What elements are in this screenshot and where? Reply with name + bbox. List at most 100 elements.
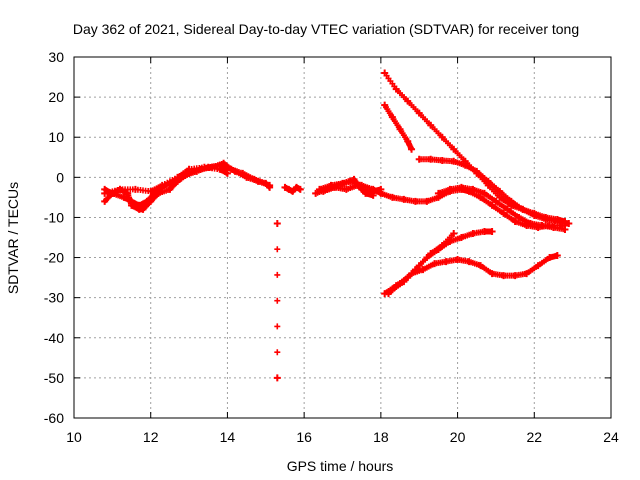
data-point (388, 286, 396, 294)
series-arc-main-3 (101, 163, 231, 197)
data-point (350, 175, 358, 183)
data-point (561, 225, 569, 233)
data-point (216, 165, 224, 173)
data-point (312, 189, 320, 197)
data-point (220, 159, 228, 167)
data-point (369, 191, 377, 199)
data-point (415, 155, 423, 163)
data-point (480, 189, 488, 197)
data-point (434, 246, 442, 254)
plot-frame (73, 56, 612, 419)
series-isolated (273, 219, 281, 382)
x-tick-label: 16 (296, 429, 312, 445)
data-point (500, 272, 508, 280)
y-tick-label: 30 (48, 49, 64, 65)
data-point (442, 258, 450, 266)
data-point (507, 197, 515, 205)
data-point (473, 167, 481, 175)
data-point (515, 213, 523, 221)
data-point (469, 185, 477, 193)
data-point (388, 113, 396, 121)
data-point (377, 185, 385, 193)
data-point (496, 187, 504, 195)
data-point (296, 185, 304, 193)
data-point (158, 181, 166, 189)
data-point (553, 217, 561, 225)
series-markers (274, 220, 281, 381)
data-point (484, 177, 492, 185)
data-point (523, 270, 531, 278)
y-axis-ticks: -60 -50 -40 -30 -20 -10 0 10 20 30 (44, 49, 611, 426)
data-point (480, 227, 488, 235)
data-point (427, 155, 435, 163)
data-point (488, 270, 496, 278)
data-point (289, 187, 297, 195)
data-point (362, 189, 370, 197)
data-point (511, 272, 519, 280)
y-tick-label: -20 (44, 250, 64, 266)
data-point (227, 165, 235, 173)
chart-title: Day 362 of 2021, Sidereal Day-to-day VTE… (73, 21, 579, 37)
data-point (477, 262, 485, 270)
series-arc-high-b (381, 101, 416, 153)
data-point (285, 185, 293, 193)
data-point (223, 169, 231, 177)
data-point (496, 193, 504, 201)
data-points (101, 69, 573, 382)
data-point (530, 211, 538, 219)
data-point (553, 252, 561, 260)
data-point (166, 185, 174, 193)
data-point (342, 185, 350, 193)
data-point (465, 258, 473, 266)
data-point (454, 256, 462, 264)
data-point (450, 145, 458, 153)
x-tick-label: 12 (143, 429, 159, 445)
x-axis-label: GPS time / hours (287, 458, 394, 474)
data-point (431, 260, 439, 268)
data-point (392, 85, 400, 93)
data-point (446, 185, 454, 193)
data-point (423, 254, 431, 262)
data-point (200, 163, 208, 171)
data-point (131, 185, 139, 193)
data-point (534, 262, 542, 270)
data-point (549, 223, 557, 231)
data-point (116, 185, 124, 193)
data-point (419, 266, 427, 274)
data-point (185, 165, 193, 173)
data-point (434, 189, 442, 197)
data-point (526, 219, 534, 227)
data-point (546, 254, 554, 262)
data-point (427, 121, 435, 129)
data-point (281, 183, 289, 191)
x-tick-label: 14 (220, 429, 236, 445)
x-tick-label: 20 (450, 429, 466, 445)
data-point (477, 193, 485, 201)
x-tick-label: 22 (526, 429, 542, 445)
grid-lines (74, 57, 611, 418)
y-axis-label: SDTVAR / TECUs (5, 182, 21, 294)
data-point (388, 193, 396, 201)
y-tick-label: -50 (44, 370, 64, 386)
data-point (450, 229, 458, 237)
data-point (101, 197, 109, 205)
x-tick-label: 24 (603, 429, 619, 445)
data-point (438, 133, 446, 141)
y-tick-label: -40 (44, 330, 64, 346)
data-point (500, 209, 508, 217)
data-point (450, 157, 458, 165)
data-point (400, 195, 408, 203)
data-point (174, 173, 182, 181)
data-point (542, 215, 550, 223)
data-point (139, 205, 147, 213)
series-arc-17c (319, 181, 377, 199)
series-short-15-16 (281, 183, 304, 195)
data-point (565, 219, 573, 227)
data-point (492, 197, 500, 205)
data-point (250, 175, 258, 183)
series-markers (381, 102, 415, 153)
series-arc-20 (434, 183, 569, 233)
data-point (262, 179, 270, 187)
data-point (404, 97, 412, 105)
data-point (400, 278, 408, 286)
